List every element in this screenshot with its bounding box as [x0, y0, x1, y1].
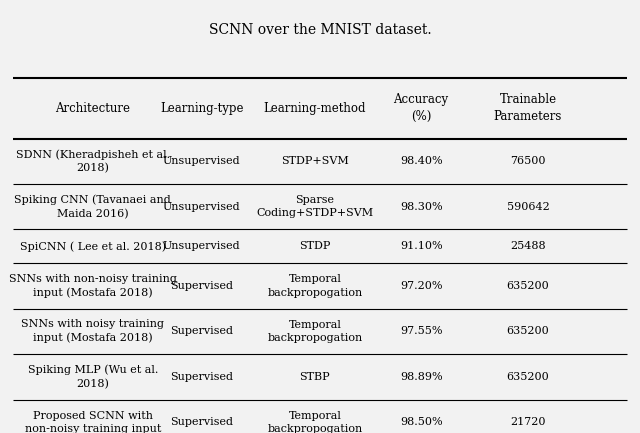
- Text: Spiking MLP (Wu et al.
2018): Spiking MLP (Wu et al. 2018): [28, 365, 158, 389]
- Text: 635200: 635200: [507, 326, 549, 336]
- Text: SCNN over the MNIST dataset.: SCNN over the MNIST dataset.: [209, 23, 431, 37]
- Text: Architecture: Architecture: [55, 102, 131, 115]
- Text: SNNs with non-noisy training
input (Mostafa 2018): SNNs with non-noisy training input (Most…: [9, 274, 177, 298]
- Text: 98.50%: 98.50%: [400, 417, 442, 427]
- Text: SpiCNN ( Lee et al. 2018): SpiCNN ( Lee et al. 2018): [20, 241, 166, 252]
- Text: 635200: 635200: [507, 281, 549, 291]
- Text: SDNN (Kheradpisheh et al.
2018): SDNN (Kheradpisheh et al. 2018): [16, 149, 170, 173]
- Text: 97.20%: 97.20%: [400, 281, 442, 291]
- Text: 590642: 590642: [507, 202, 549, 212]
- Text: 635200: 635200: [507, 372, 549, 382]
- Text: 97.55%: 97.55%: [400, 326, 442, 336]
- Text: Sparse
Coding+STDP+SVM: Sparse Coding+STDP+SVM: [256, 195, 374, 218]
- Text: 21720: 21720: [510, 417, 546, 427]
- Text: Learning-method: Learning-method: [264, 102, 366, 115]
- Text: Trainable
Parameters: Trainable Parameters: [494, 93, 562, 123]
- Text: 98.30%: 98.30%: [400, 202, 442, 212]
- Text: Spiking CNN (Tavanaei and
Maida 2016): Spiking CNN (Tavanaei and Maida 2016): [15, 195, 171, 219]
- Text: Learning-type: Learning-type: [160, 102, 243, 115]
- Text: STDP: STDP: [299, 241, 331, 252]
- Text: 76500: 76500: [510, 156, 546, 166]
- Text: Supervised: Supervised: [170, 417, 233, 427]
- Text: Proposed SCNN with
non-noisy training input: Proposed SCNN with non-noisy training in…: [24, 411, 161, 433]
- Text: 25488: 25488: [510, 241, 546, 252]
- Text: Supervised: Supervised: [170, 281, 233, 291]
- Text: Supervised: Supervised: [170, 326, 233, 336]
- Text: 98.89%: 98.89%: [400, 372, 442, 382]
- Text: Temporal
backpropogation: Temporal backpropogation: [268, 320, 362, 343]
- Text: Unsupervised: Unsupervised: [163, 156, 241, 166]
- Text: Temporal
backpropogation: Temporal backpropogation: [268, 275, 362, 297]
- Text: Unsupervised: Unsupervised: [163, 202, 241, 212]
- Text: STDP+SVM: STDP+SVM: [281, 156, 349, 166]
- Text: Temporal
backpropogation: Temporal backpropogation: [268, 411, 362, 433]
- Text: 91.10%: 91.10%: [400, 241, 442, 252]
- Text: SNNs with noisy training
input (Mostafa 2018): SNNs with noisy training input (Mostafa …: [21, 320, 164, 343]
- Text: STBP: STBP: [300, 372, 330, 382]
- Text: 98.40%: 98.40%: [400, 156, 442, 166]
- Text: Unsupervised: Unsupervised: [163, 241, 241, 252]
- Text: Accuracy
(%): Accuracy (%): [394, 93, 449, 123]
- Text: Supervised: Supervised: [170, 372, 233, 382]
